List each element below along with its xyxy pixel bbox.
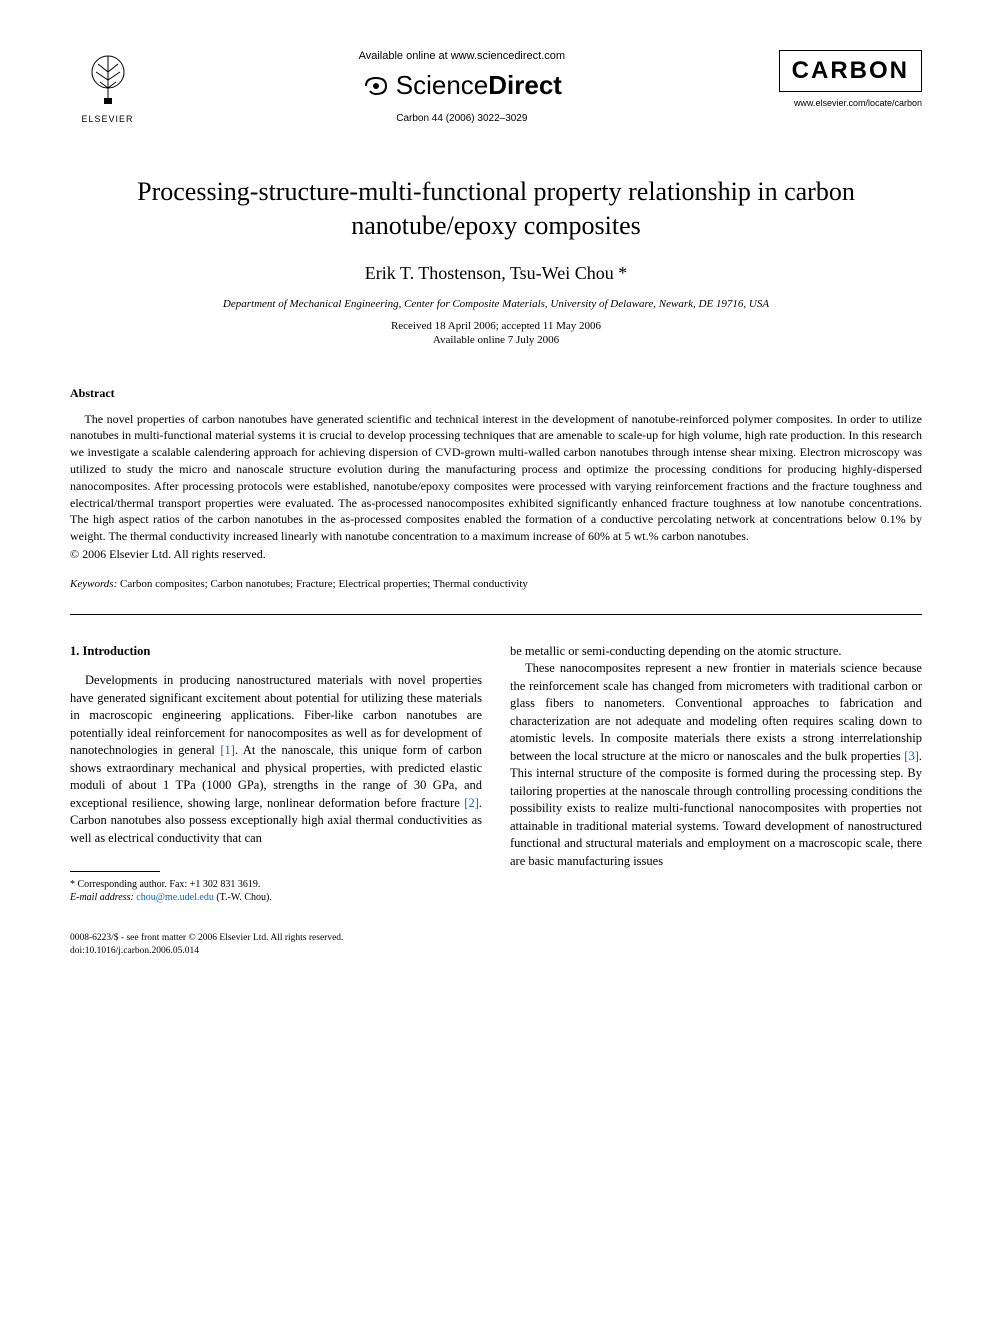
email-label: E-mail address: [70, 892, 134, 903]
intro-continuation: be metallic or semi-conducting depending… [510, 643, 922, 661]
corresponding-author-footnote: * Corresponding author. Fax: +1 302 831 … [70, 878, 482, 904]
header-row: ELSEVIER Available online at www.science… [70, 50, 922, 135]
paper-title: Processing-structure-multi-functional pr… [70, 175, 922, 243]
intro-paragraph-2: These nanocomposites represent a new fro… [510, 660, 922, 870]
page-footer: 0008-6223/$ - see front matter © 2006 El… [70, 932, 922, 957]
sciencedirect-logo: ScienceDirect [165, 70, 759, 101]
two-column-body: 1. Introduction Developments in producin… [70, 643, 922, 905]
sciencedirect-icon [362, 72, 390, 100]
divider-line [70, 614, 922, 615]
elsevier-logo: ELSEVIER [70, 50, 145, 135]
available-online-text: Available online at www.sciencedirect.co… [165, 50, 759, 62]
elsevier-tree-icon [78, 50, 138, 110]
footnote-rule [70, 871, 160, 872]
journal-name: CARBON [779, 50, 922, 92]
authors: Erik T. Thostenson, Tsu-Wei Chou * [70, 263, 922, 284]
ref-link-1[interactable]: [1] [220, 743, 235, 757]
intro-heading: 1. Introduction [70, 643, 482, 661]
affiliation: Department of Mechanical Engineering, Ce… [70, 298, 922, 310]
intro-paragraph-1: Developments in producing nanostructured… [70, 672, 482, 847]
sd-prefix: Science [396, 70, 489, 100]
abstract-copyright: © 2006 Elsevier Ltd. All rights reserved… [70, 547, 922, 562]
dates-online: Available online 7 July 2006 [70, 334, 922, 346]
sd-suffix: Direct [488, 70, 562, 100]
center-header: Available online at www.sciencedirect.co… [145, 50, 779, 124]
email-suffix: (T.-W. Chou). [216, 892, 272, 903]
ref-link-3[interactable]: [3] [904, 749, 919, 763]
sciencedirect-text: ScienceDirect [396, 70, 562, 101]
left-column: 1. Introduction Developments in producin… [70, 643, 482, 905]
intro-text-2a: These nanocomposites represent a new fro… [510, 661, 922, 763]
journal-url: www.elsevier.com/locate/carbon [779, 98, 922, 108]
footer-doi: doi:10.1016/j.carbon.2006.05.014 [70, 945, 922, 957]
keywords-row: Keywords: Carbon composites; Carbon nano… [70, 578, 922, 590]
keywords-text: Carbon composites; Carbon nanotubes; Fra… [120, 578, 528, 590]
right-column: be metallic or semi-conducting depending… [510, 643, 922, 905]
journal-box: CARBON www.elsevier.com/locate/carbon [779, 50, 922, 108]
dates-received: Received 18 April 2006; accepted 11 May … [70, 320, 922, 332]
elsevier-label: ELSEVIER [81, 114, 133, 124]
email-line: E-mail address: chou@me.udel.edu (T.-W. … [70, 891, 482, 904]
ref-link-2[interactable]: [2] [464, 796, 479, 810]
email-link[interactable]: chou@me.udel.edu [136, 892, 214, 903]
abstract-text: The novel properties of carbon nanotubes… [70, 411, 922, 545]
corr-author-line: * Corresponding author. Fax: +1 302 831 … [70, 878, 482, 891]
citation-text: Carbon 44 (2006) 3022–3029 [165, 113, 759, 124]
keywords-label: Keywords: [70, 578, 117, 590]
intro-text-2b: . This internal structure of the composi… [510, 749, 922, 868]
abstract-heading: Abstract [70, 386, 922, 401]
footer-front-matter: 0008-6223/$ - see front matter © 2006 El… [70, 932, 922, 944]
